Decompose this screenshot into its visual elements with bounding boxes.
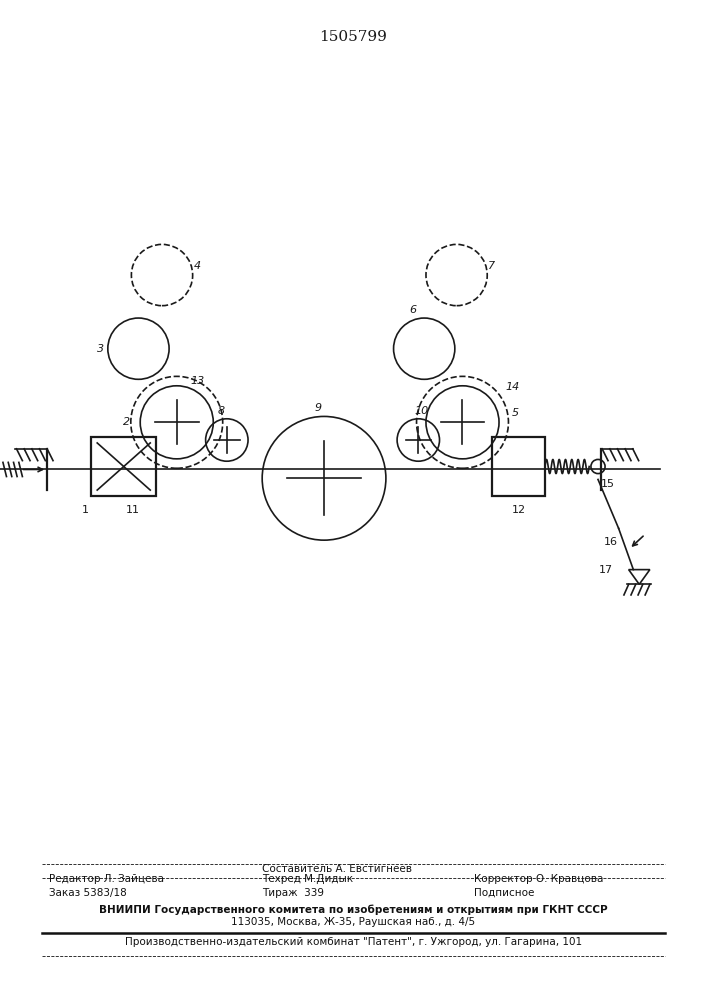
Text: 11: 11 xyxy=(126,505,139,515)
Text: Тираж  339: Тираж 339 xyxy=(262,888,324,898)
Text: 15: 15 xyxy=(601,479,615,489)
Text: 12: 12 xyxy=(511,505,525,515)
Text: ВНИИПИ Государственного комитета по изобретениям и открытиям при ГКНТ СССР: ВНИИПИ Государственного комитета по изоб… xyxy=(99,905,608,915)
Text: 2: 2 xyxy=(123,417,130,427)
Text: Редактор Л. Зайцева: Редактор Л. Зайцева xyxy=(49,874,165,884)
Text: 10: 10 xyxy=(414,406,428,416)
Text: Заказ 5383/18: Заказ 5383/18 xyxy=(49,888,127,898)
Text: 6: 6 xyxy=(409,305,416,315)
Text: 14: 14 xyxy=(506,382,520,392)
Text: 9: 9 xyxy=(315,403,322,413)
Text: 1505799: 1505799 xyxy=(320,30,387,44)
Text: 1: 1 xyxy=(82,505,89,515)
Text: 3: 3 xyxy=(97,344,104,354)
Text: Техред М.Дидык: Техред М.Дидык xyxy=(262,874,353,884)
Text: Подписное: Подписное xyxy=(474,888,534,898)
Bar xyxy=(492,437,545,496)
Text: 4: 4 xyxy=(194,261,201,271)
Text: Корректор О. Кравцова: Корректор О. Кравцова xyxy=(474,874,603,884)
Text: 8: 8 xyxy=(217,406,225,416)
Text: Производственно-издательский комбинат "Патент", г. Ужгород, ул. Гагарина, 101: Производственно-издательский комбинат "П… xyxy=(125,937,582,947)
Text: 13: 13 xyxy=(190,376,204,386)
Bar xyxy=(91,437,156,496)
Text: 16: 16 xyxy=(604,537,617,547)
Text: Составитель А. Евстигнеев: Составитель А. Евстигнеев xyxy=(262,864,411,874)
Text: 5: 5 xyxy=(512,408,519,418)
Text: 7: 7 xyxy=(489,261,496,271)
Text: 113035, Москва, Ж-35, Раушская наб., д. 4/5: 113035, Москва, Ж-35, Раушская наб., д. … xyxy=(231,917,476,927)
Text: 17: 17 xyxy=(599,565,613,575)
